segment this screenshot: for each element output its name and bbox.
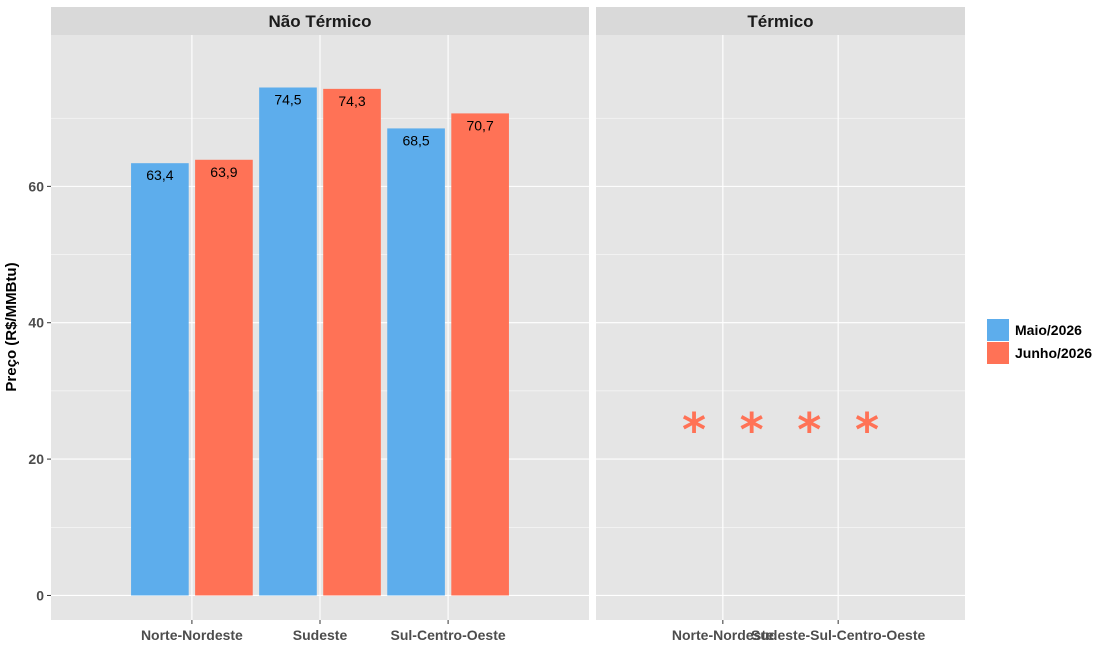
x-tick-label: Sul-Centro-Oeste — [391, 627, 506, 643]
x-tick-label: Sudeste-Sul-Centro-Oeste — [751, 627, 925, 643]
legend-key — [987, 319, 1009, 341]
legend-label: Junho/2026 — [1015, 345, 1092, 361]
x-tick-label: Sudeste — [293, 627, 348, 643]
y-tick-label: 60 — [28, 178, 44, 194]
panel-background — [596, 35, 965, 620]
bar-value-label: 74,3 — [338, 93, 365, 109]
bar-maio-2026-0 — [131, 163, 189, 596]
legend: Maio/2026 Junho/2026 — [987, 319, 1092, 364]
bar-value-label: 74,5 — [274, 92, 301, 108]
legend-key — [987, 342, 1009, 364]
panel-title: Não Térmico — [269, 12, 372, 31]
bar-value-label: 70,7 — [466, 117, 493, 133]
panel-strip — [51, 7, 589, 35]
asterisk-marker: * — [855, 403, 879, 457]
x-tick-label: Norte-Nordeste — [672, 627, 774, 643]
panel-1: Não Térmico 63,4 74,5 68,5 63,9 74,3 70,7 Norte… — [51, 7, 589, 643]
panels-layer: Não Térmico 63,4 74,5 68,5 63,9 74,3 70,7 Norte… — [28, 7, 965, 643]
y-tick-label: 40 — [28, 315, 44, 331]
bar-maio-2026-1 — [259, 87, 317, 596]
panel-title: Térmico — [747, 12, 813, 31]
bar-maio-2026-2 — [387, 128, 445, 596]
asterisk-marker: * — [797, 403, 821, 457]
panel-strip — [596, 7, 965, 35]
y-axis: 0 20 40 60 — [28, 178, 51, 603]
y-tick-label: 20 — [28, 451, 44, 467]
bar-junho-2026-0 — [195, 159, 253, 596]
x-tick-label: Norte-Nordeste — [141, 627, 243, 643]
asterisk-marker: * — [740, 403, 764, 457]
bar-junho-2026-2 — [451, 113, 509, 596]
bar-value-label: 63,4 — [146, 167, 173, 183]
bar-value-label: 63,9 — [210, 164, 237, 180]
bar-value-label: 68,5 — [402, 132, 429, 148]
y-tick-label: 0 — [36, 587, 44, 603]
asterisk-marker: * — [682, 403, 706, 457]
panel-2: Térmico * * * * Norte-NordesteSudeste-Sul-Cen… — [596, 7, 965, 643]
bar-junho-2026-1 — [323, 88, 381, 596]
legend-label: Maio/2026 — [1015, 322, 1082, 338]
y-axis-title: Preço (R$/MMBtu) — [3, 262, 20, 391]
